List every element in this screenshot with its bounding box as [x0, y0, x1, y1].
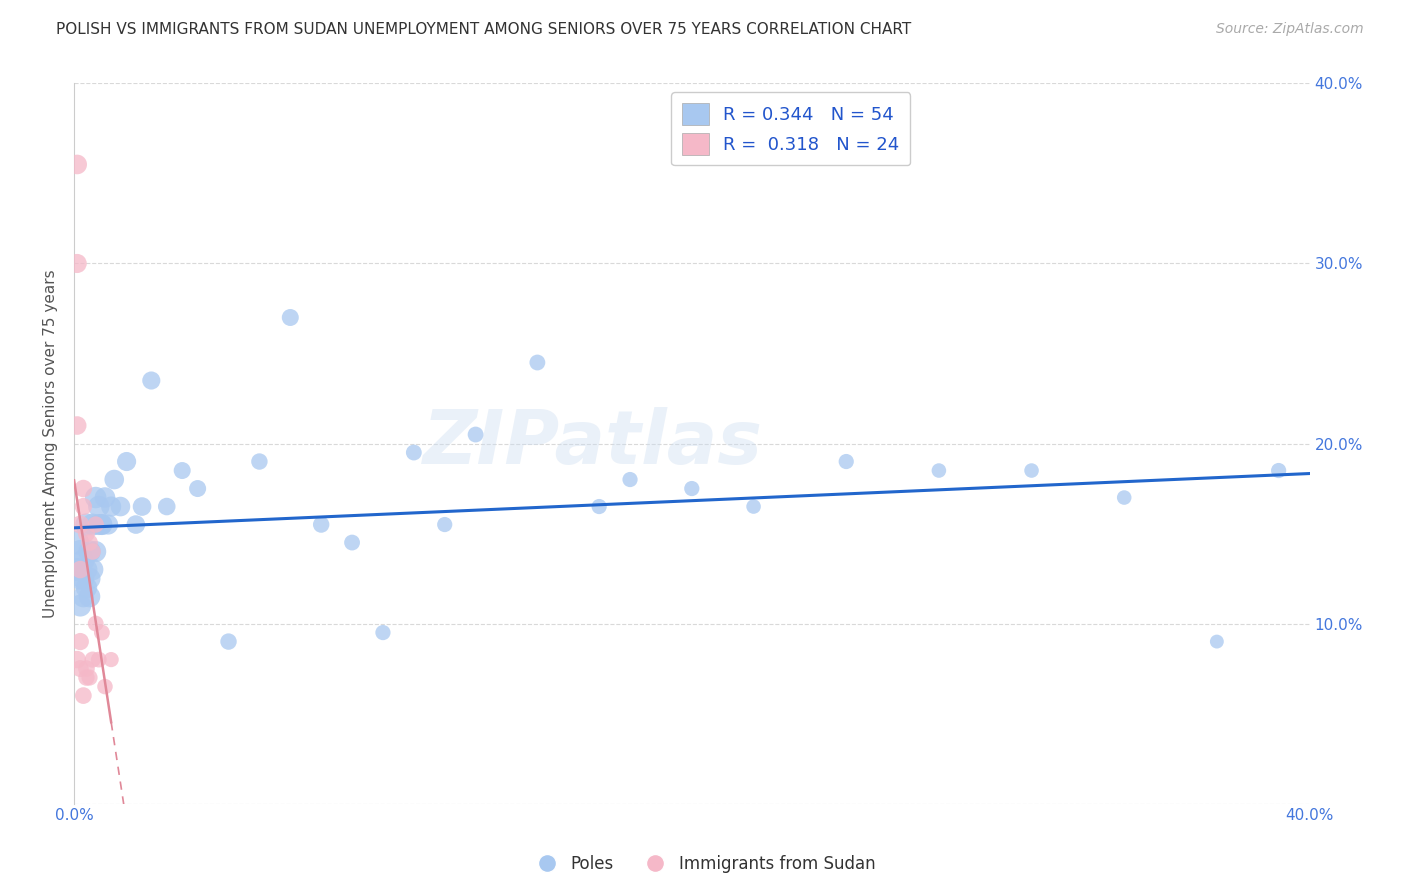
Point [69, 599, 91, 613]
Point [835, 454, 858, 468]
Point [433, 517, 456, 532]
Point [75, 662, 97, 676]
Point [69, 572, 91, 586]
Point [247, 454, 270, 468]
Point [66, 535, 89, 549]
Point [97, 517, 120, 532]
Point [84, 491, 107, 505]
Legend: Poles, Immigrants from Sudan: Poles, Immigrants from Sudan [524, 848, 882, 880]
Point [87, 652, 110, 666]
Text: ZIPatlas: ZIPatlas [423, 407, 763, 480]
Legend: R = 0.344   N = 54, R =  0.318   N = 24: R = 0.344 N = 54, R = 0.318 N = 24 [671, 93, 910, 165]
Y-axis label: Unemployment Among Seniors over 75 years: Unemployment Among Seniors over 75 years [44, 269, 58, 618]
Point [82, 563, 104, 577]
Point [100, 500, 122, 514]
Point [75, 581, 97, 595]
Point [309, 517, 332, 532]
Point [75, 671, 97, 685]
Point [172, 464, 194, 478]
Point [69, 634, 91, 648]
Point [90, 517, 112, 532]
Point [94, 680, 117, 694]
Point [619, 473, 641, 487]
Point [588, 500, 610, 514]
Point [69, 662, 91, 676]
Point [125, 517, 148, 532]
Text: POLISH VS IMMIGRANTS FROM SUDAN UNEMPLOYMENT AMONG SENIORS OVER 75 YEARS CORRELA: POLISH VS IMMIGRANTS FROM SUDAN UNEMPLOY… [56, 22, 911, 37]
Point [79, 572, 101, 586]
Text: Source: ZipAtlas.com: Source: ZipAtlas.com [1216, 22, 1364, 37]
Point [464, 427, 486, 442]
Point [1267, 464, 1289, 478]
Point [1114, 491, 1136, 505]
Point [69, 563, 91, 577]
Point [79, 535, 101, 549]
Point [82, 544, 104, 558]
Point [79, 671, 101, 685]
Point [72, 572, 94, 586]
Point [87, 517, 110, 532]
Point [681, 482, 703, 496]
Point [66, 256, 89, 270]
Point [278, 310, 301, 325]
Point [66, 418, 89, 433]
Point [371, 625, 394, 640]
Point [72, 689, 94, 703]
Point [75, 526, 97, 541]
Point [100, 652, 122, 666]
Point [110, 500, 132, 514]
Point [84, 544, 107, 558]
Point [72, 590, 94, 604]
Point [141, 374, 163, 388]
Point [218, 634, 240, 648]
Point [87, 500, 110, 514]
Point [742, 500, 765, 514]
Point [84, 616, 107, 631]
Point [79, 544, 101, 558]
Point [82, 517, 104, 532]
Point [72, 482, 94, 496]
Point [82, 652, 104, 666]
Point [75, 517, 97, 532]
Point [156, 500, 179, 514]
Point [103, 473, 125, 487]
Point [69, 517, 91, 532]
Point [94, 491, 117, 505]
Point [75, 563, 97, 577]
Point [90, 517, 112, 532]
Point [1021, 464, 1043, 478]
Point [526, 355, 548, 369]
Point [79, 590, 101, 604]
Point [66, 652, 89, 666]
Point [90, 625, 112, 640]
Point [131, 500, 153, 514]
Point [1205, 634, 1227, 648]
Point [187, 482, 209, 496]
Point [115, 454, 138, 468]
Point [69, 544, 91, 558]
Point [66, 563, 89, 577]
Point [72, 553, 94, 567]
Point [84, 517, 107, 532]
Point [928, 464, 950, 478]
Point [402, 445, 425, 459]
Point [66, 157, 89, 171]
Point [340, 535, 363, 549]
Point [72, 500, 94, 514]
